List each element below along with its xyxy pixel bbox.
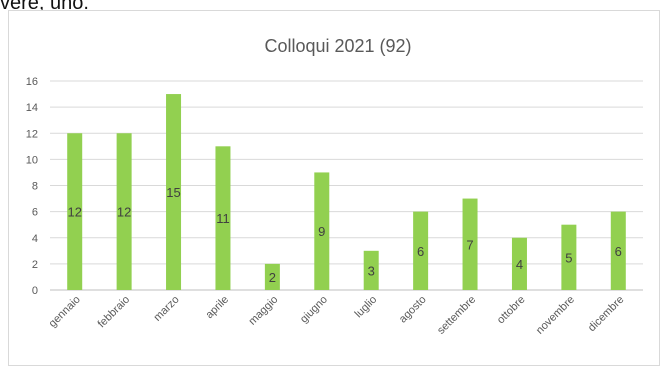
x-category-label: maggio — [246, 294, 280, 328]
y-tick-label: 16 — [26, 76, 38, 88]
x-category-label: dicembre — [586, 294, 626, 334]
x-category-label: marzo — [152, 294, 182, 324]
x-category-label: gennaio — [47, 294, 83, 330]
bar-novembre — [561, 224, 577, 290]
bar-maggio — [264, 263, 280, 290]
y-tick-label: 12 — [26, 128, 38, 140]
bar-febbraio — [116, 133, 132, 290]
x-category-label: ottobre — [495, 294, 528, 327]
y-tick-label: 0 — [32, 285, 38, 297]
data-label-dicembre: 6 — [615, 244, 622, 259]
data-label-gennaio: 12 — [67, 205, 81, 220]
x-category-label: agosto — [397, 294, 429, 326]
y-tick-label: 2 — [32, 259, 38, 271]
bar-giugno — [314, 172, 330, 290]
bar-settembre — [462, 198, 478, 290]
data-label-luglio: 3 — [368, 263, 375, 278]
x-category-label: giugno — [298, 294, 330, 326]
y-axis-ticks: 0 2 4 6 8 10 12 14 16 — [26, 76, 38, 297]
x-category-label: settembre — [435, 294, 478, 337]
chart-title: Colloqui 2021 (92) — [264, 36, 411, 56]
bar-dicembre — [610, 211, 626, 290]
data-label-giugno: 9 — [318, 224, 325, 239]
data-label-maggio: 2 — [269, 270, 276, 285]
y-tick-label: 10 — [26, 154, 38, 166]
x-category-label: luglio — [353, 294, 380, 321]
bar-aprile — [215, 146, 231, 290]
x-category-label: aprile — [204, 294, 232, 322]
data-label-aprile: 11 — [216, 211, 230, 226]
data-label-febbraio: 12 — [117, 205, 131, 220]
x-category-label: novembre — [534, 294, 577, 337]
y-tick-label: 14 — [26, 102, 38, 114]
data-label-ottobre: 4 — [516, 257, 523, 272]
bar-gennaio — [67, 133, 83, 290]
gridlines — [50, 80, 643, 291]
y-tick-label: 6 — [32, 207, 38, 219]
bar-luglio — [363, 250, 379, 290]
x-category-label: febbraio — [96, 294, 133, 331]
bars — [67, 94, 626, 290]
bar-ottobre — [511, 237, 527, 290]
bar-agosto — [413, 211, 429, 290]
y-tick-label: 8 — [32, 181, 38, 193]
data-label-agosto: 6 — [417, 244, 424, 259]
bar-marzo — [166, 94, 182, 290]
y-tick-label: 4 — [32, 233, 38, 245]
data-labels: 12 12 15 11 2 9 3 6 7 4 5 6 — [67, 185, 621, 285]
data-label-novembre: 5 — [565, 250, 572, 265]
data-label-settembre: 7 — [466, 237, 473, 252]
data-label-marzo: 15 — [166, 185, 180, 200]
x-axis-categories: gennaio febbraio marzo aprile maggio giugno lu… — [47, 294, 627, 337]
